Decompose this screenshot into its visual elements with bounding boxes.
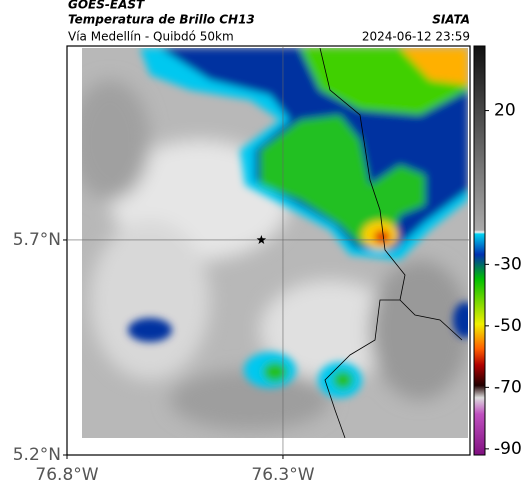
location-marker bbox=[256, 235, 267, 244]
subtitle: Vía Medellín - Quibdó 50km bbox=[68, 30, 234, 44]
timestamp: 2024-06-12 23:59 bbox=[362, 30, 470, 44]
colorbar-tick-label: -90 bbox=[494, 439, 522, 459]
x-tick-label: 76.3°W bbox=[251, 465, 314, 485]
colorbar-tick-label: 20 bbox=[494, 101, 516, 121]
title: Temperatura de Brillo CH13 bbox=[68, 13, 255, 27]
map-frame bbox=[66, 45, 471, 456]
colorbar-tick-label: -50 bbox=[494, 316, 522, 336]
x-tick-label: 76.8°W bbox=[35, 465, 98, 485]
colorbar-tick-label: -30 bbox=[494, 254, 522, 274]
satellite-image bbox=[82, 48, 468, 438]
colorbar-tick-label: -70 bbox=[494, 377, 522, 397]
source: SIATA bbox=[432, 13, 470, 27]
y-tick-label: 5.2°N bbox=[13, 445, 61, 465]
colorbar bbox=[473, 45, 486, 456]
satellite: GOES-EAST bbox=[68, 0, 145, 12]
y-tick-label: 5.7°N bbox=[13, 230, 61, 250]
